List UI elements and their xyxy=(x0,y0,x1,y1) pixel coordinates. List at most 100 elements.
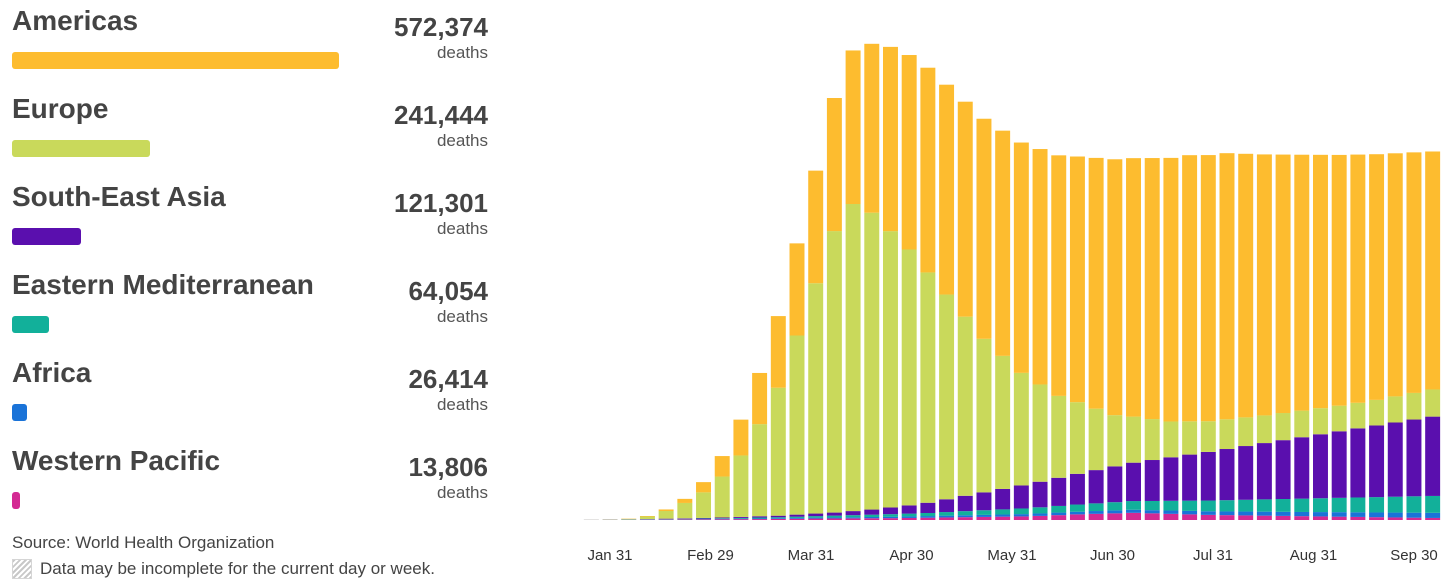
bar-africa-38 xyxy=(1294,511,1310,517)
bar-western-pacific-14 xyxy=(845,518,861,520)
bar-eastern-mediterranean-9 xyxy=(752,517,768,519)
bar-africa-18 xyxy=(920,516,936,518)
bar-americas-41 xyxy=(1350,154,1366,403)
bar-south-east-asia-5 xyxy=(677,518,693,519)
bar-americas-32 xyxy=(1182,155,1198,422)
bar-europe-14 xyxy=(845,204,861,512)
bar-americas-43 xyxy=(1387,153,1403,397)
bar-western-pacific-41 xyxy=(1350,516,1366,520)
region-name: Africa xyxy=(12,357,92,388)
bar-europe-37 xyxy=(1275,413,1291,441)
bar-western-pacific-33 xyxy=(1200,514,1216,520)
bar-africa-12 xyxy=(808,517,824,519)
bar-europe-19 xyxy=(939,294,955,500)
region-unit: deaths xyxy=(436,131,488,150)
bar-americas-8 xyxy=(733,419,749,456)
bar-europe-42 xyxy=(1369,399,1385,426)
bar-eastern-mediterranean-21 xyxy=(976,510,992,515)
bar-europe-13 xyxy=(826,231,842,513)
bar-americas-13 xyxy=(826,98,842,232)
bar-south-east-asia-43 xyxy=(1387,422,1403,497)
legend-item-eastern-mediterranean[interactable]: Eastern Mediterranean 64,054 deaths xyxy=(12,264,492,352)
bar-south-east-asia-28 xyxy=(1107,466,1123,503)
bar-south-east-asia-10 xyxy=(770,515,786,518)
bar-africa-26 xyxy=(1069,511,1085,515)
incomplete-data-note: Data may be incomplete for the current d… xyxy=(12,559,435,579)
bar-europe-8 xyxy=(733,455,749,517)
bar-western-pacific-34 xyxy=(1219,515,1235,520)
bar-south-east-asia-38 xyxy=(1294,437,1310,499)
x-tick-label: Sep 30 xyxy=(1390,547,1438,564)
bar-africa-27 xyxy=(1088,511,1104,514)
bar-western-pacific-13 xyxy=(826,518,842,520)
bar-europe-26 xyxy=(1069,402,1085,474)
bar-south-east-asia-19 xyxy=(939,499,955,513)
bar-western-pacific-21 xyxy=(976,516,992,520)
bar-western-pacific-24 xyxy=(1032,515,1048,520)
bar-africa-21 xyxy=(976,514,992,517)
bar-eastern-mediterranean-14 xyxy=(845,515,861,518)
bar-south-east-asia-44 xyxy=(1406,419,1422,497)
region-bar xyxy=(12,228,81,245)
bar-south-east-asia-35 xyxy=(1238,446,1254,500)
bar-eastern-mediterranean-22 xyxy=(995,509,1011,515)
bar-americas-37 xyxy=(1275,154,1291,414)
bar-americas-38 xyxy=(1294,154,1310,411)
bar-europe-12 xyxy=(808,283,824,514)
region-unit: deaths xyxy=(436,395,488,414)
region-unit: deaths xyxy=(436,483,488,502)
legend-item-africa[interactable]: Africa 26,414 deaths xyxy=(12,352,492,440)
legend-item-south-east-asia[interactable]: South-East Asia 121,301 deaths xyxy=(12,176,492,264)
bar-africa-33 xyxy=(1200,511,1216,515)
bar-south-east-asia-15 xyxy=(864,509,880,515)
bar-europe-28 xyxy=(1107,415,1123,467)
bar-americas-16 xyxy=(883,46,898,232)
legend-item-americas[interactable]: Americas 572,374 deaths xyxy=(12,0,492,88)
bar-western-pacific-17 xyxy=(901,517,917,520)
bar-africa-44 xyxy=(1406,512,1422,518)
bar-south-east-asia-41 xyxy=(1350,428,1366,498)
bar-eastern-mediterranean-42 xyxy=(1369,497,1385,513)
region-unit: deaths xyxy=(436,307,488,326)
bar-africa-20 xyxy=(957,515,973,518)
bar-south-east-asia-18 xyxy=(920,502,936,513)
bar-americas-29 xyxy=(1126,158,1141,417)
region-unit: deaths xyxy=(436,219,488,238)
bar-eastern-mediterranean-41 xyxy=(1350,497,1366,513)
bar-americas-31 xyxy=(1163,157,1179,422)
bar-south-east-asia-32 xyxy=(1182,454,1198,501)
bar-eastern-mediterranean-28 xyxy=(1107,502,1123,511)
legend-item-europe[interactable]: Europe 241,444 deaths xyxy=(12,88,492,176)
bar-south-east-asia-22 xyxy=(995,488,1011,510)
bar-western-pacific-39 xyxy=(1313,516,1328,520)
bar-africa-32 xyxy=(1182,510,1198,515)
bar-africa-25 xyxy=(1051,512,1067,516)
bar-western-pacific-44 xyxy=(1406,517,1422,520)
legend-item-western-pacific[interactable]: Western Pacific 13,806 deaths xyxy=(12,440,492,528)
x-tick-label: Apr 30 xyxy=(889,547,933,564)
bar-americas-18 xyxy=(920,67,936,273)
bar-africa-40 xyxy=(1331,512,1347,517)
bar-europe-36 xyxy=(1256,415,1272,444)
region-bar xyxy=(12,140,150,157)
bar-eastern-mediterranean-16 xyxy=(883,514,898,517)
x-tick-label: Jan 31 xyxy=(587,547,632,564)
bar-africa-45 xyxy=(1425,512,1441,518)
bar-africa-39 xyxy=(1313,512,1328,517)
bar-eastern-mediterranean-17 xyxy=(901,513,917,517)
bar-europe-16 xyxy=(883,231,898,508)
bar-eastern-mediterranean-27 xyxy=(1088,503,1104,512)
bar-south-east-asia-31 xyxy=(1163,457,1179,501)
bar-eastern-mediterranean-37 xyxy=(1275,499,1291,512)
bar-eastern-mediterranean-26 xyxy=(1069,504,1085,512)
bar-south-east-asia-7 xyxy=(714,517,730,519)
daily-deaths-chart: Jan 31 Feb 29 Mar 31 Apr 30 May 31 Jun 30 Jul … xyxy=(583,43,1441,564)
bar-western-pacific-6 xyxy=(696,519,711,520)
bar-africa-28 xyxy=(1107,510,1123,514)
bar-europe-35 xyxy=(1238,417,1254,447)
bar-europe-23 xyxy=(1013,372,1029,486)
bar-western-pacific-38 xyxy=(1294,516,1310,520)
x-axis-ticks: Jan 31 Feb 29 Mar 31 Apr 30 May 31 Jun 30 Jul … xyxy=(587,547,1437,564)
region-value: 13,806 xyxy=(408,452,488,482)
bar-europe-15 xyxy=(864,212,880,510)
